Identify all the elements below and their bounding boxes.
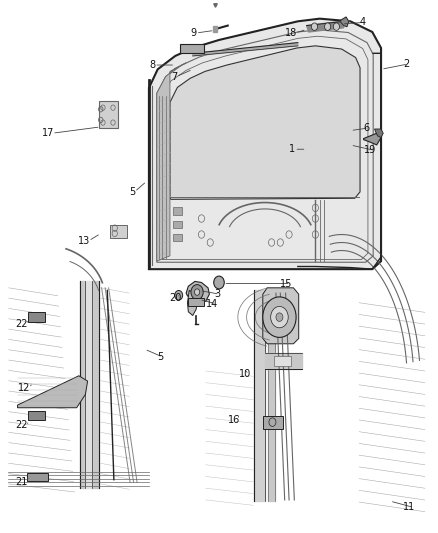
Text: 4: 4 <box>359 18 365 27</box>
Polygon shape <box>92 281 99 488</box>
Text: 16: 16 <box>228 415 240 425</box>
Text: 22: 22 <box>15 421 28 430</box>
Polygon shape <box>170 46 360 199</box>
Circle shape <box>333 23 339 30</box>
FancyBboxPatch shape <box>27 473 48 481</box>
Text: 15: 15 <box>280 279 293 288</box>
Text: 20: 20 <box>169 294 181 303</box>
Circle shape <box>271 306 288 328</box>
FancyBboxPatch shape <box>28 312 45 322</box>
Polygon shape <box>307 21 344 32</box>
FancyBboxPatch shape <box>173 234 182 241</box>
Text: 21: 21 <box>15 477 27 487</box>
Polygon shape <box>213 26 217 32</box>
Polygon shape <box>157 63 186 261</box>
Polygon shape <box>263 288 299 344</box>
Polygon shape <box>85 281 92 488</box>
Text: 10: 10 <box>239 369 251 379</box>
Polygon shape <box>341 17 349 27</box>
Circle shape <box>194 289 200 295</box>
Circle shape <box>276 313 283 321</box>
FancyBboxPatch shape <box>188 298 204 306</box>
FancyBboxPatch shape <box>173 207 182 215</box>
Circle shape <box>175 290 183 300</box>
Polygon shape <box>265 353 302 369</box>
Polygon shape <box>193 43 298 56</box>
FancyBboxPatch shape <box>263 416 283 429</box>
Text: 5: 5 <box>129 187 135 197</box>
Text: 3: 3 <box>215 289 221 299</box>
Circle shape <box>263 297 296 337</box>
Text: 13: 13 <box>78 236 90 246</box>
Polygon shape <box>99 101 118 128</box>
FancyBboxPatch shape <box>180 44 204 53</box>
Circle shape <box>191 285 203 300</box>
Polygon shape <box>364 133 381 145</box>
Polygon shape <box>268 290 275 501</box>
Text: 18: 18 <box>285 28 297 38</box>
Text: 7: 7 <box>171 72 177 82</box>
Polygon shape <box>186 281 209 304</box>
Text: 8: 8 <box>149 60 155 70</box>
FancyBboxPatch shape <box>173 221 182 228</box>
Circle shape <box>311 23 318 30</box>
Polygon shape <box>149 19 381 269</box>
Text: 6: 6 <box>364 123 370 133</box>
Text: 17: 17 <box>42 128 54 138</box>
Text: 19: 19 <box>364 146 376 155</box>
FancyBboxPatch shape <box>274 356 291 366</box>
Polygon shape <box>187 290 198 316</box>
Polygon shape <box>254 290 265 501</box>
Text: 11: 11 <box>403 503 415 512</box>
Circle shape <box>325 23 331 30</box>
Text: 2: 2 <box>403 59 409 69</box>
Text: 22: 22 <box>15 319 28 329</box>
Polygon shape <box>18 376 88 408</box>
Polygon shape <box>110 225 127 238</box>
Circle shape <box>214 276 224 289</box>
Polygon shape <box>80 281 85 488</box>
Text: 9: 9 <box>191 28 197 38</box>
FancyBboxPatch shape <box>28 411 45 420</box>
Text: 12: 12 <box>18 383 31 393</box>
Text: 1: 1 <box>289 144 295 154</box>
Text: 5: 5 <box>158 352 164 362</box>
Polygon shape <box>374 129 383 138</box>
Text: 14: 14 <box>206 299 218 309</box>
